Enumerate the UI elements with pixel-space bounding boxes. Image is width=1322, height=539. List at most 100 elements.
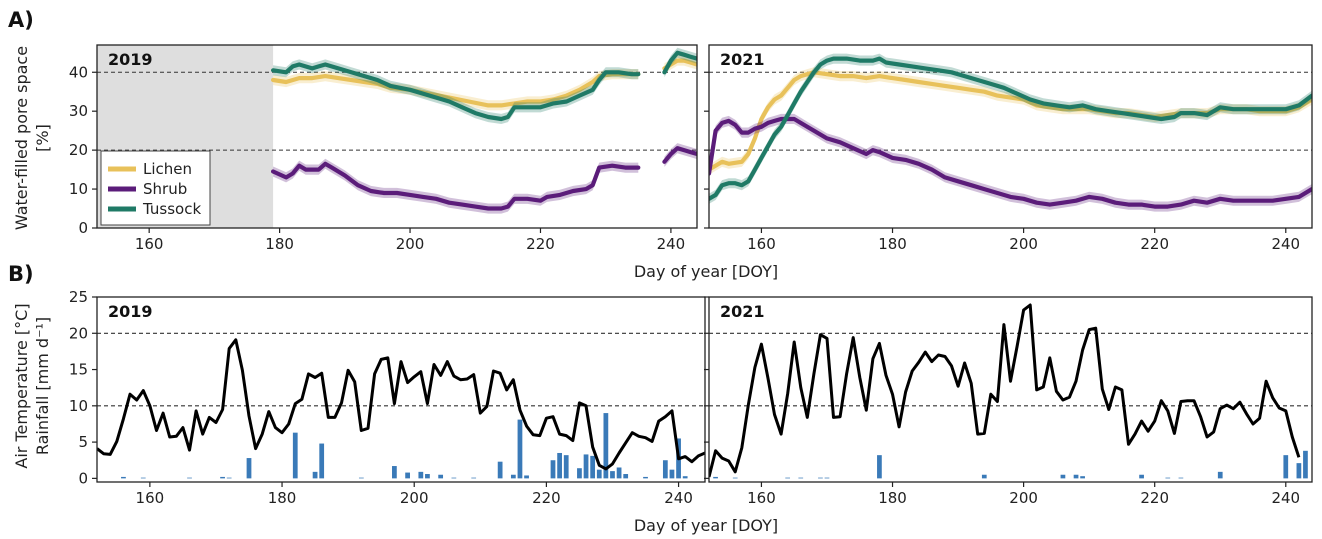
rainfall-bar — [798, 477, 804, 479]
rainfall-bar — [785, 477, 791, 479]
rainfall-bar — [662, 460, 668, 479]
rainfall-bar — [1178, 477, 1184, 479]
rainfall-bar — [818, 477, 823, 479]
y-tick-label: 15 — [69, 361, 88, 379]
rainfall-bar — [471, 477, 477, 479]
rainfall-bar — [616, 467, 622, 479]
legend: Lichen Shrub Tussock — [100, 150, 211, 226]
x-tick-label: 220 — [1140, 489, 1169, 507]
rainfall-bar — [590, 455, 596, 479]
wfps-plot-2021: 160 180 200 220 240 2021 — [704, 44, 1313, 253]
rainfall-bar — [557, 452, 562, 479]
y-tick-label: 0 — [78, 219, 88, 237]
rainfall-bar — [140, 477, 146, 479]
y-tick-label: 20 — [69, 324, 88, 342]
x-tick-label: 200 — [1009, 235, 1038, 253]
panel-a-xlabel: Day of year [DOY] — [634, 262, 778, 281]
x-tick-label: 200 — [1009, 489, 1038, 507]
rainfall-bar — [623, 474, 629, 479]
x-tick-label: 240 — [1271, 489, 1300, 507]
x-tick-label: 200 — [400, 489, 429, 507]
x-tick-label: 160 — [135, 235, 164, 253]
rainfall-bar — [438, 474, 444, 479]
series-line-tussock — [709, 56, 1312, 201]
rainfall-bar — [669, 469, 675, 479]
rainfall-bar — [682, 476, 688, 479]
rainfall-bar — [1080, 476, 1085, 479]
series-band-shrub — [273, 158, 639, 214]
panel-b-xlabel: Day of year [DOY] — [634, 516, 778, 535]
x-tick-label: 160 — [747, 235, 776, 253]
rainfall-bar — [524, 475, 529, 479]
series-line-shrub — [271, 161, 641, 211]
rainfall-bar — [732, 477, 738, 479]
weather-plot-2021: 160 180 200 220 240 2021 — [704, 296, 1313, 507]
series-line-shrub — [662, 146, 697, 164]
plot-frame — [708, 44, 1313, 229]
rainfall-bar — [220, 476, 225, 479]
year-label: 2019 — [108, 302, 153, 321]
year-label: 2021 — [720, 302, 765, 321]
x-tick-label: 240 — [657, 235, 686, 253]
rainfall-bar — [121, 476, 126, 479]
weather-plot-2019: 160 180 200 220 240 0 5 10 15 20 25 2019 — [69, 288, 706, 507]
rainfall-bar — [1296, 463, 1302, 479]
x-tick-label: 240 — [664, 489, 693, 507]
series-line-tussock — [271, 62, 641, 122]
air-temperature-line — [97, 338, 705, 471]
rainfall-bar — [1217, 471, 1223, 479]
y-tick-label: 0 — [78, 469, 88, 487]
series-line-lichen — [271, 72, 641, 108]
panel-a-ylabel-line2: [%] — [33, 124, 52, 152]
series-line-tussock — [662, 50, 697, 75]
rainfall-bar — [603, 413, 609, 479]
series-band-shrub — [664, 143, 697, 167]
rainfall-bar — [610, 471, 615, 479]
plot-frame — [96, 296, 706, 483]
rainfall-bar — [358, 477, 364, 479]
x-tick-label: 160 — [136, 489, 165, 507]
x-tick-label: 220 — [532, 489, 561, 507]
y-tick-label: 30 — [69, 102, 88, 120]
y-tick-label: 10 — [69, 397, 88, 415]
rainfall-bar — [517, 419, 523, 479]
rainfall-bar — [392, 466, 397, 479]
rainfall-bar — [877, 455, 882, 479]
air-temperature-line — [709, 303, 1301, 478]
legend-label-shrub: Shrub — [143, 180, 187, 198]
rainfall-bar — [405, 472, 410, 479]
rainfall-bar — [312, 471, 318, 479]
y-tick-label: 25 — [69, 288, 88, 306]
x-tick-label: 180 — [878, 235, 907, 253]
x-tick-label: 240 — [1271, 235, 1300, 253]
x-tick-label: 220 — [1140, 235, 1169, 253]
y-tick-label: 5 — [78, 433, 88, 451]
rainfall-bar — [1060, 474, 1066, 479]
x-tick-label: 200 — [396, 235, 425, 253]
x-tick-label: 180 — [265, 235, 294, 253]
rainfall-bar — [1139, 474, 1144, 479]
panel-b-ylabel-line2: Rainfall [mm d⁻¹] — [33, 317, 52, 455]
y-tick-label: 20 — [69, 141, 88, 159]
legend-label-tussock: Tussock — [142, 200, 201, 218]
rainfall-bar — [981, 474, 987, 479]
rainfall-bar — [713, 476, 718, 479]
legend-label-lichen: Lichen — [143, 160, 192, 178]
x-tick-label: 220 — [526, 235, 555, 253]
series-line-shrub — [709, 116, 1312, 209]
x-tick-label: 160 — [747, 489, 776, 507]
x-tick-label: 180 — [878, 489, 907, 507]
rainfall-bar — [1073, 474, 1079, 479]
y-tick-label: 40 — [69, 63, 88, 81]
plot-frame — [708, 296, 1313, 483]
rainfall-bar — [187, 477, 192, 479]
rainfall-bar — [246, 458, 252, 479]
rainfall-bar — [583, 454, 589, 479]
rainfall-bar — [563, 455, 569, 479]
rainfall-bar — [510, 474, 516, 479]
rainfall-bar — [418, 471, 424, 479]
rainfall-bar — [226, 477, 232, 479]
rainfall-bar — [643, 476, 648, 479]
rainfall-bar — [1165, 477, 1171, 479]
